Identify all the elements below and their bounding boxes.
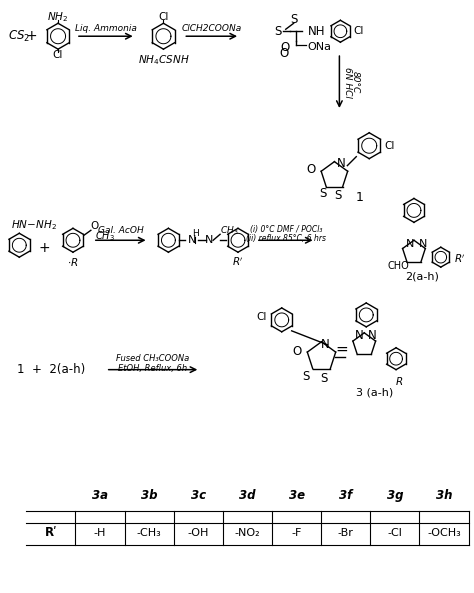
Text: -H: -H bbox=[94, 528, 106, 538]
Text: -Cl: -Cl bbox=[387, 528, 402, 538]
Text: -OH: -OH bbox=[188, 528, 209, 538]
Text: Cl: Cl bbox=[384, 141, 394, 151]
Text: Cl: Cl bbox=[158, 12, 169, 23]
Text: (ii) reflux 85°C, 6 hrs: (ii) reflux 85°C, 6 hrs bbox=[246, 234, 326, 243]
Text: $R'$: $R'$ bbox=[454, 253, 465, 266]
Text: $NH_2$: $NH_2$ bbox=[47, 11, 69, 24]
Text: =: = bbox=[335, 342, 348, 357]
Text: $CH_3$: $CH_3$ bbox=[95, 229, 115, 243]
Text: $R$: $R$ bbox=[395, 375, 403, 387]
Text: -OCH₃: -OCH₃ bbox=[427, 528, 461, 538]
Text: Cl: Cl bbox=[53, 50, 63, 60]
Text: $\cdot R$: $\cdot R$ bbox=[67, 256, 79, 268]
Text: N: N bbox=[321, 338, 330, 351]
Text: S: S bbox=[335, 189, 342, 202]
Text: +: + bbox=[38, 241, 50, 255]
Text: N: N bbox=[205, 235, 213, 246]
Text: S: S bbox=[274, 25, 282, 38]
Text: CHO: CHO bbox=[387, 261, 409, 271]
Text: 1: 1 bbox=[356, 191, 363, 204]
Text: S: S bbox=[302, 370, 309, 383]
Text: H: H bbox=[192, 229, 199, 238]
Text: N: N bbox=[337, 157, 346, 170]
Text: 3h: 3h bbox=[436, 489, 452, 502]
Text: 80°C: 80°C bbox=[350, 71, 359, 93]
Text: 1  +  2(a-h): 1 + 2(a-h) bbox=[17, 363, 85, 376]
Text: EtOH, Reflux, 6h: EtOH, Reflux, 6h bbox=[118, 364, 187, 373]
Text: 3g: 3g bbox=[387, 489, 403, 502]
Text: O: O bbox=[306, 163, 315, 176]
Text: $HN\!-\!NH_2$: $HN\!-\!NH_2$ bbox=[11, 218, 58, 232]
Text: N: N bbox=[368, 329, 376, 342]
Text: 2(a-h): 2(a-h) bbox=[405, 271, 439, 281]
Text: N: N bbox=[406, 239, 414, 249]
Text: 3f: 3f bbox=[339, 489, 352, 502]
Text: -CH₃: -CH₃ bbox=[137, 528, 162, 538]
Text: Fused CH₃COONa: Fused CH₃COONa bbox=[116, 354, 189, 363]
Text: (i) 0°C DMF / POCl₃: (i) 0°C DMF / POCl₃ bbox=[249, 225, 322, 234]
Text: Cl: Cl bbox=[256, 312, 267, 322]
Text: N: N bbox=[355, 329, 364, 342]
Text: O: O bbox=[292, 345, 301, 358]
Text: Liq. Ammonia: Liq. Ammonia bbox=[75, 24, 137, 33]
Text: N: N bbox=[419, 239, 427, 249]
Text: 3 (a-h): 3 (a-h) bbox=[356, 388, 393, 397]
Text: -NO₂: -NO₂ bbox=[235, 528, 260, 538]
Text: Cl: Cl bbox=[353, 26, 364, 36]
Text: 3d: 3d bbox=[239, 489, 255, 502]
Text: 3b: 3b bbox=[141, 489, 157, 502]
Text: $CH_3$: $CH_3$ bbox=[220, 224, 238, 237]
Text: Rʹ: Rʹ bbox=[45, 527, 57, 540]
Text: +: + bbox=[26, 29, 37, 43]
Text: $NH_4CSNH$: $NH_4CSNH$ bbox=[137, 53, 189, 67]
Text: 6N HCl: 6N HCl bbox=[343, 66, 352, 97]
Text: 3a: 3a bbox=[92, 489, 108, 502]
Text: S: S bbox=[319, 187, 326, 200]
Text: $R'$: $R'$ bbox=[232, 256, 244, 269]
Text: ClCH2COONa: ClCH2COONa bbox=[182, 24, 242, 33]
Text: Gal. AcOH: Gal. AcOH bbox=[98, 226, 144, 235]
Text: O: O bbox=[91, 221, 99, 231]
Text: O: O bbox=[280, 41, 289, 54]
Text: $CS_2$: $CS_2$ bbox=[8, 28, 30, 44]
Text: S: S bbox=[320, 372, 327, 385]
Text: 3e: 3e bbox=[289, 489, 305, 502]
Text: -F: -F bbox=[292, 528, 302, 538]
Text: ONa: ONa bbox=[308, 42, 332, 52]
Text: O: O bbox=[279, 47, 288, 60]
Text: N: N bbox=[188, 235, 196, 246]
Text: NH: NH bbox=[308, 25, 325, 38]
Text: 3c: 3c bbox=[191, 489, 206, 502]
Text: S: S bbox=[290, 13, 297, 26]
Text: -Br: -Br bbox=[338, 528, 354, 538]
